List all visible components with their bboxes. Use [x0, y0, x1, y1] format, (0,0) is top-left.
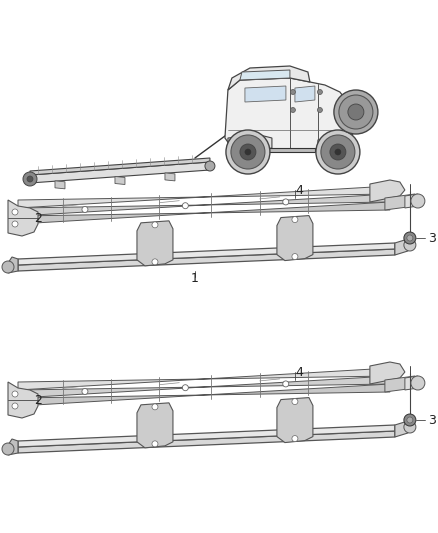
Polygon shape — [18, 431, 395, 453]
Circle shape — [292, 435, 298, 441]
Polygon shape — [137, 403, 173, 448]
Polygon shape — [228, 135, 272, 150]
Polygon shape — [385, 376, 415, 392]
Circle shape — [152, 404, 158, 410]
Polygon shape — [18, 384, 390, 406]
Circle shape — [407, 417, 413, 423]
Circle shape — [404, 414, 416, 426]
Polygon shape — [370, 362, 405, 384]
Polygon shape — [395, 421, 408, 437]
Circle shape — [82, 206, 88, 213]
Circle shape — [27, 176, 33, 182]
Polygon shape — [18, 425, 395, 447]
Circle shape — [12, 391, 18, 397]
Circle shape — [12, 209, 18, 215]
Circle shape — [182, 385, 188, 391]
Circle shape — [152, 222, 158, 228]
Circle shape — [292, 399, 298, 405]
Polygon shape — [18, 202, 390, 224]
Text: 3: 3 — [428, 231, 436, 245]
Circle shape — [152, 259, 158, 265]
Circle shape — [404, 232, 416, 244]
Text: 1: 1 — [191, 272, 199, 286]
Polygon shape — [137, 221, 173, 266]
Polygon shape — [295, 86, 315, 102]
Circle shape — [2, 261, 14, 273]
Circle shape — [404, 421, 416, 433]
Polygon shape — [18, 194, 390, 216]
Circle shape — [283, 381, 289, 387]
Polygon shape — [18, 368, 390, 390]
Circle shape — [240, 144, 256, 160]
Polygon shape — [405, 376, 418, 390]
Polygon shape — [18, 186, 390, 208]
Polygon shape — [228, 66, 310, 90]
Polygon shape — [405, 194, 418, 208]
Text: 2: 2 — [34, 393, 42, 407]
Polygon shape — [225, 78, 355, 150]
Text: 2: 2 — [34, 212, 42, 224]
Circle shape — [339, 95, 373, 129]
Polygon shape — [395, 239, 408, 255]
Polygon shape — [8, 257, 18, 273]
Text: 4: 4 — [295, 366, 303, 378]
Polygon shape — [30, 162, 210, 183]
Circle shape — [335, 149, 341, 155]
Polygon shape — [277, 215, 313, 261]
Circle shape — [182, 203, 188, 209]
Circle shape — [12, 221, 18, 227]
Polygon shape — [8, 439, 18, 455]
Polygon shape — [165, 173, 175, 181]
Circle shape — [411, 194, 425, 208]
Circle shape — [318, 90, 322, 94]
Circle shape — [290, 108, 295, 112]
Polygon shape — [318, 134, 352, 150]
Polygon shape — [55, 181, 65, 189]
Circle shape — [330, 144, 346, 160]
Polygon shape — [8, 382, 38, 418]
Circle shape — [245, 149, 251, 155]
Circle shape — [23, 172, 37, 186]
Polygon shape — [262, 148, 315, 152]
Circle shape — [348, 104, 364, 120]
Circle shape — [152, 441, 158, 447]
Circle shape — [316, 130, 360, 174]
Polygon shape — [245, 86, 286, 102]
Polygon shape — [18, 249, 395, 271]
Polygon shape — [240, 70, 290, 80]
Circle shape — [411, 376, 425, 390]
Circle shape — [231, 135, 265, 169]
Circle shape — [226, 130, 270, 174]
Circle shape — [321, 135, 355, 169]
Circle shape — [292, 254, 298, 260]
Polygon shape — [385, 194, 415, 210]
Polygon shape — [8, 200, 38, 236]
Circle shape — [283, 199, 289, 205]
Text: 4: 4 — [295, 183, 303, 197]
Circle shape — [205, 161, 215, 171]
Polygon shape — [370, 180, 405, 202]
Circle shape — [407, 235, 413, 241]
Polygon shape — [234, 125, 240, 130]
Circle shape — [318, 108, 322, 112]
Circle shape — [290, 90, 295, 94]
Polygon shape — [18, 243, 395, 265]
Text: 3: 3 — [428, 414, 436, 426]
Polygon shape — [115, 176, 125, 184]
Circle shape — [334, 90, 378, 134]
Circle shape — [2, 443, 14, 455]
Polygon shape — [30, 158, 210, 175]
Circle shape — [292, 216, 298, 223]
Polygon shape — [277, 398, 313, 442]
Circle shape — [82, 389, 88, 394]
Circle shape — [12, 403, 18, 409]
Polygon shape — [18, 376, 390, 398]
Circle shape — [404, 239, 416, 251]
